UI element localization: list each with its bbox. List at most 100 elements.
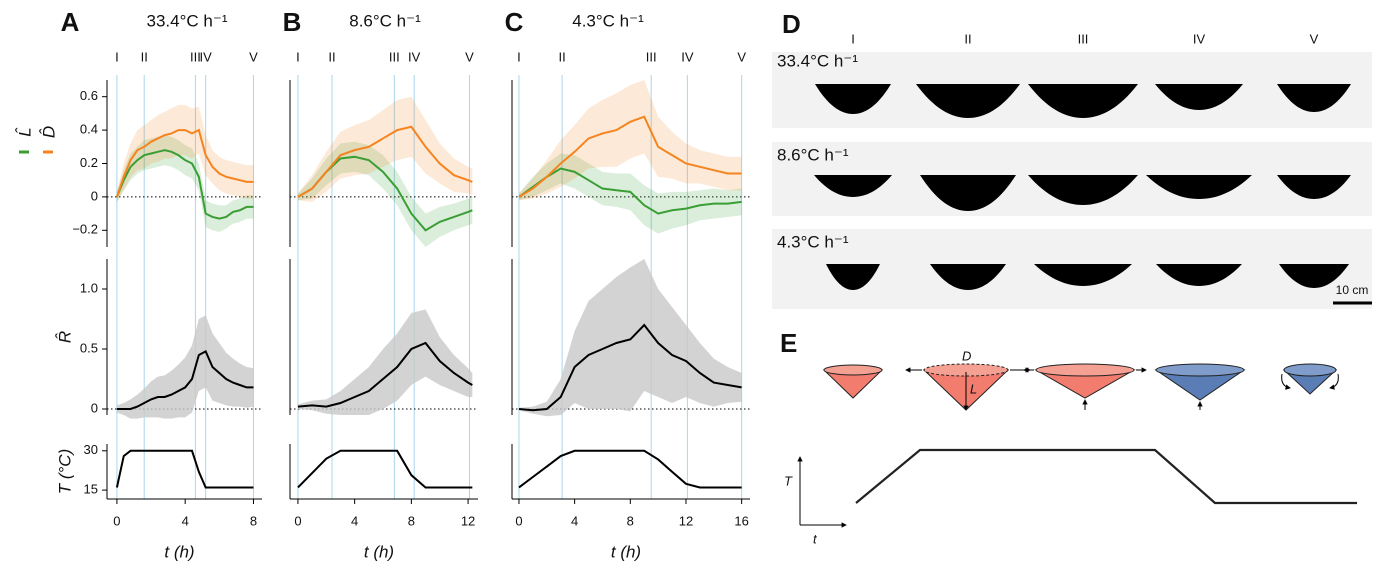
row-label: 33.4°C h⁻¹ bbox=[777, 51, 858, 70]
phase-label: V bbox=[737, 49, 746, 64]
error-band bbox=[297, 96, 473, 202]
column-label: III bbox=[1078, 31, 1089, 46]
error-band bbox=[297, 309, 473, 415]
data-line bbox=[297, 341, 473, 408]
x-tick-label: 0 bbox=[294, 513, 301, 528]
data-line bbox=[116, 350, 254, 410]
legend-label: D̂ bbox=[39, 126, 59, 138]
data-line bbox=[115, 128, 254, 198]
cone-top bbox=[923, 363, 1009, 377]
x-tick-label: 0 bbox=[113, 513, 120, 528]
column-label: II bbox=[964, 31, 971, 46]
silhouette bbox=[1279, 264, 1349, 288]
phase-label: IV bbox=[681, 49, 694, 64]
axis-label: T bbox=[784, 473, 793, 488]
phase-label: III bbox=[389, 49, 400, 64]
panel-e bbox=[800, 363, 1357, 525]
phase-label: I bbox=[115, 49, 119, 64]
silhouette bbox=[814, 175, 892, 197]
phase-label: III bbox=[190, 49, 201, 64]
x-axis-label: t (h) bbox=[164, 542, 194, 561]
error-band bbox=[116, 105, 254, 202]
silhouette bbox=[920, 175, 1016, 211]
panel-title: 33.4°C h⁻¹ bbox=[147, 11, 228, 30]
x-tick-label: 12 bbox=[679, 513, 693, 528]
arrow bbox=[1281, 373, 1290, 388]
cone-top bbox=[1283, 363, 1337, 377]
column-label: IV bbox=[1193, 31, 1206, 46]
y-tick-label: 0.6 bbox=[80, 88, 98, 103]
panel-letter: E bbox=[780, 328, 797, 358]
silhouette bbox=[815, 84, 891, 114]
x-tick-label: 16 bbox=[734, 513, 748, 528]
silhouette bbox=[930, 264, 1006, 290]
silhouette bbox=[1028, 175, 1138, 205]
y-axis-label: R̂ bbox=[55, 331, 75, 343]
silhouette bbox=[826, 264, 880, 290]
data-line bbox=[518, 115, 742, 198]
scale-label: 10 cm bbox=[1336, 283, 1369, 297]
phase-label: II bbox=[558, 49, 565, 64]
x-tick-label: 0 bbox=[515, 513, 522, 528]
cone-label: L bbox=[970, 381, 977, 396]
error-band bbox=[518, 259, 742, 417]
x-tick-label: 4 bbox=[351, 513, 358, 528]
x-tick-label: 8 bbox=[408, 513, 415, 528]
panel-letter: A bbox=[61, 7, 80, 37]
x-tick-label: 8 bbox=[627, 513, 634, 528]
y-tick-label: 1.0 bbox=[80, 280, 98, 295]
x-axis-label: t (h) bbox=[611, 542, 641, 561]
error-band bbox=[116, 135, 254, 232]
row-label: 4.3°C h⁻¹ bbox=[777, 232, 849, 251]
error-band bbox=[297, 141, 473, 247]
silhouette bbox=[1277, 175, 1351, 199]
cone-label: D bbox=[962, 348, 971, 363]
y-tick-label: 0.5 bbox=[80, 340, 98, 355]
legend-label: L̂ bbox=[15, 127, 35, 136]
phase-label: I bbox=[296, 49, 300, 64]
x-axis-label: t (h) bbox=[364, 542, 394, 561]
panel-title: 4.3°C h⁻¹ bbox=[572, 11, 644, 30]
phase-label: V bbox=[465, 49, 474, 64]
x-tick-label: 8 bbox=[250, 513, 257, 528]
row-label: 8.6°C h⁻¹ bbox=[777, 145, 849, 164]
phase-label: III bbox=[646, 49, 657, 64]
column-label: V bbox=[1310, 31, 1319, 46]
cone-top bbox=[823, 364, 883, 376]
phase-label: IV bbox=[200, 49, 213, 64]
y-tick-label: 0 bbox=[91, 400, 98, 415]
silhouette bbox=[1034, 264, 1132, 286]
panel-d: 10 cm I II III IV V33.4°C h⁻¹8.6°C h⁻¹4.3°C … bbox=[772, 31, 1372, 309]
silhouette bbox=[1146, 175, 1252, 199]
error-band bbox=[518, 153, 742, 234]
data-line bbox=[518, 167, 742, 215]
axis-label: t bbox=[813, 531, 818, 546]
y-tick-label: 15 bbox=[84, 482, 98, 497]
arrow bbox=[1330, 373, 1339, 388]
y-tick-label: 0.4 bbox=[80, 122, 98, 137]
y-tick-label: 0 bbox=[91, 188, 98, 203]
data-line bbox=[518, 449, 742, 489]
y-tick-label: 0.2 bbox=[80, 155, 98, 170]
y-tick-label: 30 bbox=[84, 442, 98, 457]
panel-letter: C bbox=[505, 7, 524, 37]
cone-top bbox=[1155, 363, 1245, 377]
data-line bbox=[297, 125, 473, 198]
y-tick-label: −0.2 bbox=[72, 222, 98, 237]
panel-letter: B bbox=[283, 7, 302, 37]
data-line bbox=[115, 449, 254, 489]
x-tick-label: 4 bbox=[182, 513, 189, 528]
column-label: I bbox=[851, 31, 855, 46]
phase-label: V bbox=[249, 49, 258, 64]
y-axis-label: T (°C) bbox=[55, 449, 74, 495]
silhouette bbox=[1155, 84, 1243, 110]
panel-title: 8.6°C h⁻¹ bbox=[349, 11, 421, 30]
data-line bbox=[115, 149, 254, 220]
error-band bbox=[518, 80, 742, 201]
silhouette bbox=[916, 84, 1020, 118]
x-tick-label: 12 bbox=[461, 513, 475, 528]
phase-label: IV bbox=[408, 49, 421, 64]
silhouette bbox=[1028, 84, 1138, 118]
phase-label: I bbox=[517, 49, 521, 64]
cone-top bbox=[1035, 363, 1135, 377]
